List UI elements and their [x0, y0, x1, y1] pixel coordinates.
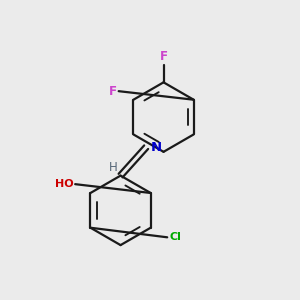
Text: F: F [109, 85, 117, 98]
Text: HO: HO [55, 179, 74, 189]
Text: N: N [151, 141, 162, 154]
Text: H: H [109, 161, 118, 174]
Text: Cl: Cl [169, 232, 181, 242]
Text: F: F [160, 50, 167, 63]
